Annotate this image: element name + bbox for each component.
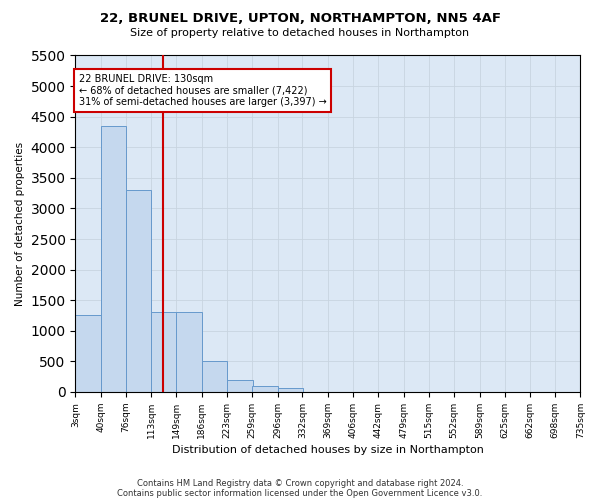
- Text: Size of property relative to detached houses in Northampton: Size of property relative to detached ho…: [130, 28, 470, 38]
- Bar: [278, 388, 303, 392]
- Bar: [202, 362, 227, 392]
- Bar: [227, 380, 253, 392]
- Text: 22, BRUNEL DRIVE, UPTON, NORTHAMPTON, NN5 4AF: 22, BRUNEL DRIVE, UPTON, NORTHAMPTON, NN…: [100, 12, 500, 26]
- Bar: [76, 316, 101, 392]
- Text: 22 BRUNEL DRIVE: 130sqm
← 68% of detached houses are smaller (7,422)
31% of semi: 22 BRUNEL DRIVE: 130sqm ← 68% of detache…: [79, 74, 326, 107]
- Text: Contains public sector information licensed under the Open Government Licence v3: Contains public sector information licen…: [118, 488, 482, 498]
- Bar: [126, 190, 151, 392]
- Y-axis label: Number of detached properties: Number of detached properties: [15, 142, 25, 306]
- Text: Contains HM Land Registry data © Crown copyright and database right 2024.: Contains HM Land Registry data © Crown c…: [137, 478, 463, 488]
- Bar: [252, 386, 278, 392]
- X-axis label: Distribution of detached houses by size in Northampton: Distribution of detached houses by size …: [172, 445, 484, 455]
- Bar: [151, 312, 177, 392]
- Bar: [101, 126, 127, 392]
- Bar: [176, 312, 202, 392]
